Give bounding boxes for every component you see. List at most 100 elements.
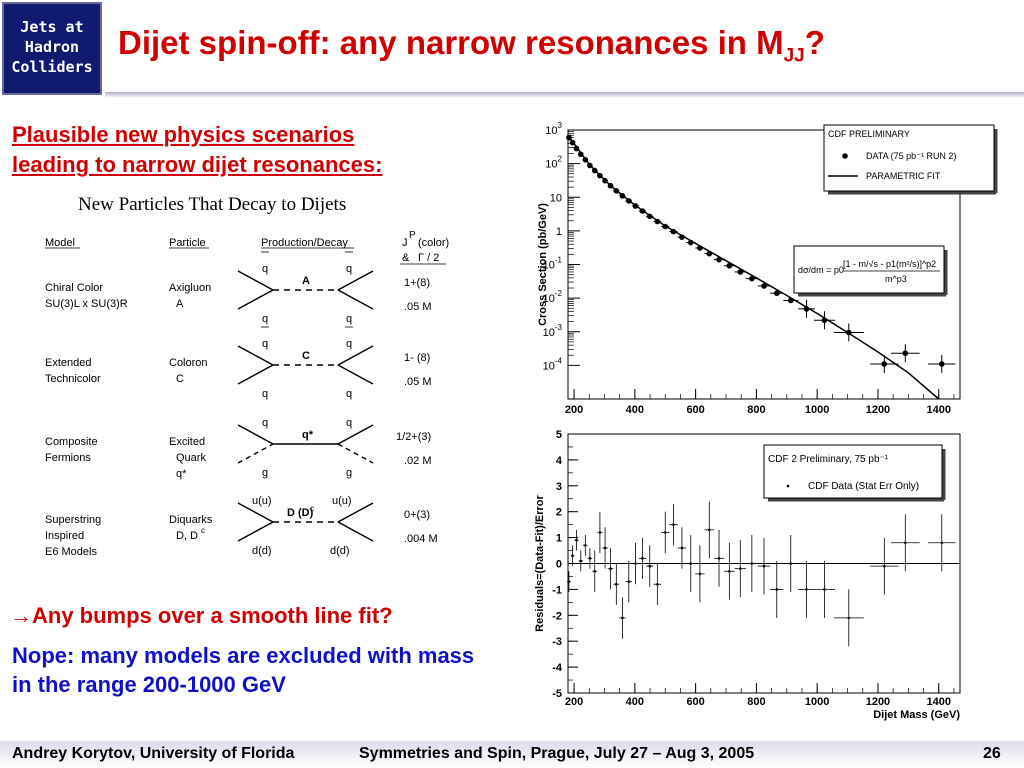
quark-line [337, 289, 374, 310]
incoming-top-label: q [262, 417, 268, 429]
jp-j: J [402, 237, 408, 249]
col-model: Model [45, 237, 75, 249]
row-particle-text: q* [176, 468, 187, 480]
logo-line: Jets at [20, 18, 84, 36]
data-point [648, 564, 652, 568]
data-point [689, 562, 693, 565]
quark-line [337, 364, 374, 385]
data-point [634, 562, 637, 565]
title-rule [105, 92, 1024, 98]
x-tick-label: 1400 [926, 696, 950, 708]
y-tick-label: 10-4 [543, 356, 563, 372]
spin-parity: 1/2+(3) [396, 431, 431, 443]
data-point [613, 188, 620, 194]
legend-data: CDF Data (Stat Err Only) [808, 481, 919, 492]
row-particle-text: C [176, 373, 184, 385]
data-point [670, 228, 677, 235]
outgoing-top-label: u(u) [332, 495, 352, 507]
data-point [904, 541, 907, 545]
y-tick-label: 10-2 [543, 289, 563, 305]
data-point [632, 203, 639, 209]
quark-line [237, 502, 274, 523]
data-point [728, 569, 731, 573]
outgoing-bottom-label: d(d) [330, 545, 350, 557]
y-tick-label: 1 [556, 226, 562, 238]
legend-marker [786, 484, 790, 488]
quark-line [337, 345, 374, 366]
quark-line [237, 345, 274, 366]
x-tick-label: 400 [626, 696, 644, 708]
data-point [593, 569, 597, 573]
resonance-width: .02 M [404, 455, 432, 467]
row-model-text: Fermions [45, 452, 91, 464]
formula-denominator: m^p3 [885, 274, 907, 284]
row-particle-text: Coloron [169, 357, 208, 369]
jp-and: & [402, 252, 410, 264]
data-point [577, 151, 584, 158]
table-title: New Particles That Decay to Dijets [78, 194, 346, 215]
title-end: ? [804, 24, 825, 61]
propagator-sup: c [310, 504, 314, 513]
propagator-label: D (D) [287, 507, 314, 519]
row-model-text: Composite [45, 436, 98, 448]
legend-fit: PARAMETRIC FIT [866, 171, 941, 181]
exclusion-answer: Nope: many models are excluded with mass… [12, 643, 475, 697]
data-point [726, 262, 733, 269]
x-tick-label: 400 [626, 404, 644, 416]
legend-data: DATA (75 pb⁻¹ RUN 2) [866, 151, 956, 161]
row-particle-text: Axigluon [169, 282, 211, 294]
quark-line [337, 424, 374, 445]
row-model-text: Extended [45, 357, 91, 369]
y-axis-label: Cross Section (pb/GeV) [537, 203, 549, 326]
spin-parity: 1+(8) [404, 277, 430, 289]
data-point [708, 528, 711, 532]
data-point [656, 582, 659, 586]
formula-box [793, 245, 945, 294]
data-point [607, 182, 614, 189]
data-point [902, 350, 909, 357]
title-main: Dijet spin-off: any narrow resonances in… [118, 24, 784, 61]
slide-title: Dijet spin-off: any narrow resonances in… [118, 24, 825, 68]
y-tick-label: 10-1 [543, 256, 563, 272]
data-point [603, 546, 607, 550]
data-point [567, 580, 571, 583]
data-point [716, 256, 722, 263]
quark-line [237, 270, 274, 291]
data-point [672, 523, 675, 526]
data-point [845, 329, 852, 336]
data-point [597, 172, 603, 179]
data-point [582, 156, 589, 163]
row-model-text: Chiral Color [45, 282, 103, 294]
row-model-text: SU(3)L x SU(3)R [45, 298, 128, 310]
legend-title: CDF PRELIMINARY [828, 129, 910, 139]
row-particle-sup: c [201, 526, 205, 535]
y-tick-label: 0 [556, 559, 562, 571]
propagator-label: A [302, 275, 310, 287]
spin-parity: 0+(3) [404, 509, 430, 521]
y-tick-label: 102 [545, 155, 562, 171]
row-model-text: E6 Models [45, 546, 97, 558]
y-tick-label: 1 [556, 533, 562, 545]
quark-line [337, 270, 374, 291]
row-particle-text: D, D [176, 530, 198, 542]
quark-line [337, 521, 374, 542]
data-point [584, 544, 587, 547]
data-point [787, 297, 794, 304]
data-point [569, 139, 576, 146]
legend-title: CDF 2 Preliminary, 75 pb⁻¹ [768, 454, 889, 465]
y-tick-label: 2 [556, 507, 562, 519]
data-point [823, 588, 826, 591]
data-point [698, 572, 702, 576]
legend-box [823, 124, 995, 192]
footer-conference: Symmetries and Spin, Prague, July 27 – A… [359, 745, 755, 762]
y-tick-label: 5 [556, 429, 562, 441]
data-point [639, 208, 646, 214]
data-point [775, 588, 779, 591]
logo-line: Colliders [11, 58, 93, 76]
data-point [619, 193, 626, 199]
y-tick-label: -3 [552, 636, 562, 648]
data-point [697, 245, 703, 251]
data-point [883, 564, 886, 568]
conference-logo: Jets at Hadron Colliders [2, 2, 102, 95]
quark-line [237, 364, 274, 385]
